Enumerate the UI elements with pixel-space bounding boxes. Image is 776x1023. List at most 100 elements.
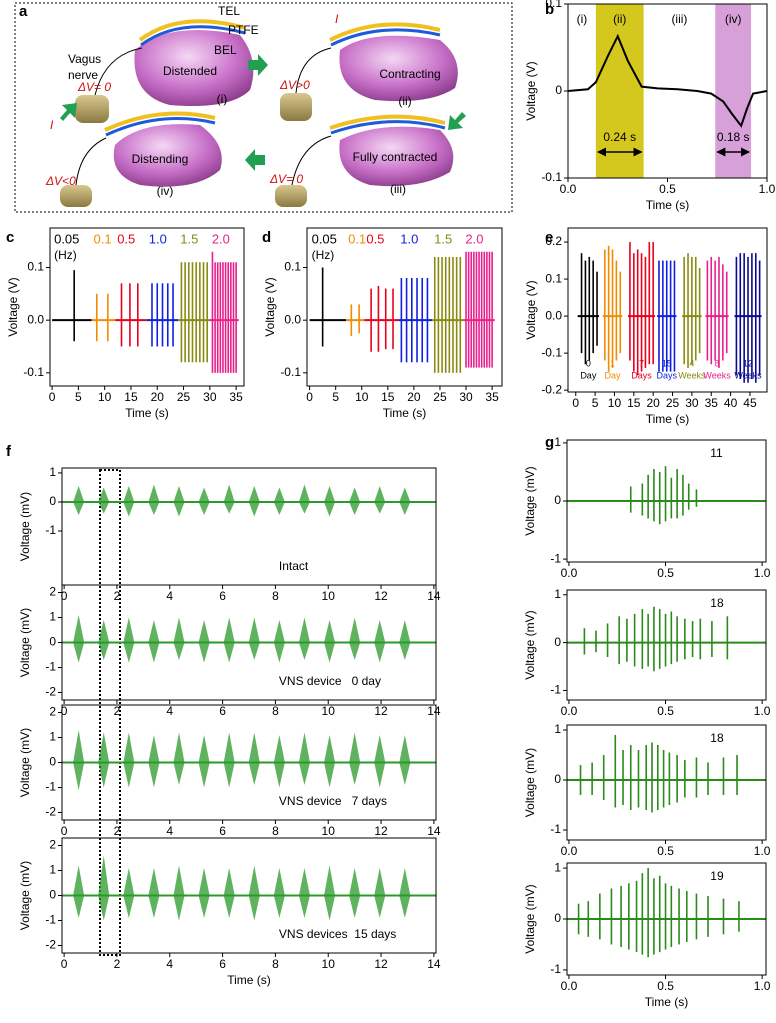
legend-unit: Day	[580, 370, 597, 380]
x-tick-label: 6	[219, 704, 226, 718]
x-tick-label: 4	[166, 589, 173, 603]
legend-value: 8	[715, 358, 720, 368]
y-tick-label: 0	[49, 494, 56, 508]
burst	[223, 868, 235, 918]
x-tick-label: 35	[485, 390, 499, 404]
y-tick-label: 0.0	[284, 312, 301, 326]
x-tick-label: 12	[374, 589, 388, 603]
y-axis-label: Voltage (mV)	[523, 610, 537, 679]
y-tick-label: 0.1	[545, 0, 562, 10]
x-tick-label: 2	[114, 957, 121, 971]
burst	[198, 868, 210, 918]
burst	[73, 615, 85, 663]
burst	[399, 620, 411, 660]
x-tick-label: 0	[61, 589, 68, 603]
x-tick-label: 40	[724, 396, 738, 410]
device	[329, 114, 446, 130]
panel-label: b	[545, 1, 554, 18]
burst	[73, 865, 85, 918]
y-tick-label: -1	[45, 523, 56, 537]
wire	[94, 47, 143, 96]
burst	[399, 487, 411, 516]
legend-value: 7	[639, 358, 644, 368]
step-label: (iii)	[390, 182, 406, 196]
burst	[273, 487, 285, 516]
legend-value: 1	[610, 358, 615, 368]
potential-label: ΔV<0	[45, 174, 76, 188]
highlight-box	[99, 469, 121, 956]
x-axis-label: Time (s)	[645, 995, 689, 1009]
device	[330, 120, 446, 135]
legend-entry: 0.5	[366, 231, 384, 246]
y-tick-label: -1	[550, 683, 561, 697]
x-tick-label: 25	[177, 390, 191, 404]
legend-value: 15	[662, 358, 672, 368]
x-tick-label: 5	[332, 390, 339, 404]
legend-unit: Weeks	[703, 370, 731, 380]
spike-count: 11	[710, 446, 723, 460]
plot-area	[567, 868, 766, 958]
x-tick-label: 6	[219, 589, 226, 603]
burst	[248, 486, 260, 517]
panel-label: a	[19, 3, 28, 20]
burst	[173, 617, 185, 660]
diagram: a TEL PTFE BEL Vagus nerve Distended (i)…	[14, 2, 513, 213]
plot-area	[62, 730, 436, 790]
x-tick-label: 30	[203, 390, 217, 404]
x-tick-label: 0	[306, 390, 313, 404]
y-axis-label: Voltage (mV)	[523, 884, 537, 953]
axes-frame	[566, 589, 767, 701]
burst	[298, 484, 310, 514]
panel-label: c	[6, 229, 14, 246]
x-tick-label: 12	[374, 824, 388, 838]
y-tick-label: 0	[555, 83, 562, 97]
y-axis-label: Voltage (V)	[524, 61, 538, 120]
legend-unit: Weeks	[678, 370, 706, 380]
plot-area	[62, 484, 436, 517]
burst	[374, 735, 386, 788]
x-tick-label: 0.5	[657, 979, 674, 993]
x-tick-label: 10	[98, 390, 112, 404]
plot-area	[62, 855, 436, 921]
x-tick-label: 15	[627, 396, 641, 410]
phase-label: (i)	[577, 12, 588, 26]
burst	[273, 868, 285, 918]
device	[330, 28, 441, 47]
burst	[399, 868, 411, 918]
y-tick-label: -0.2	[541, 382, 562, 396]
legend-entry: 0.1	[348, 231, 366, 246]
x-tick-label: 5	[592, 396, 599, 410]
y-tick-label: 0	[49, 635, 56, 649]
plot-area	[567, 466, 766, 525]
potential-label: ΔV>0	[279, 78, 310, 92]
potential-label: ΔV= 0	[269, 172, 303, 186]
x-tick-label: 4	[166, 704, 173, 718]
y-tick-label: 2	[49, 585, 56, 599]
y-tick-label: 1	[49, 863, 56, 877]
plot-area	[568, 33, 767, 128]
burst	[198, 735, 210, 788]
layer-label: BEL	[214, 43, 237, 57]
trace-note: Intact	[279, 559, 309, 573]
y-axis-label: Voltage (V)	[6, 277, 20, 336]
axes-frame	[566, 862, 767, 976]
y-tick-label: 2	[49, 705, 56, 719]
y-tick-label: 0	[554, 911, 561, 925]
burst	[298, 868, 310, 918]
plot-area	[567, 606, 766, 672]
x-tick-label: 1.0	[754, 704, 771, 718]
y-axis-label: Voltage (mV)	[18, 861, 32, 930]
legend-unit: Days	[631, 370, 652, 380]
burst	[324, 620, 336, 663]
nerve	[275, 185, 307, 207]
trace-note: VNS devices 15 days	[279, 927, 396, 941]
x-tick-label: 0	[61, 957, 68, 971]
wire	[295, 47, 332, 94]
device	[138, 19, 246, 42]
y-tick-label: 1	[49, 610, 56, 624]
y-tick-label: 1	[49, 465, 56, 479]
plot-area	[62, 615, 436, 663]
legend-entry: 0.1	[94, 231, 112, 246]
burst	[248, 865, 260, 921]
x-axis-label: Time (s)	[646, 412, 690, 426]
